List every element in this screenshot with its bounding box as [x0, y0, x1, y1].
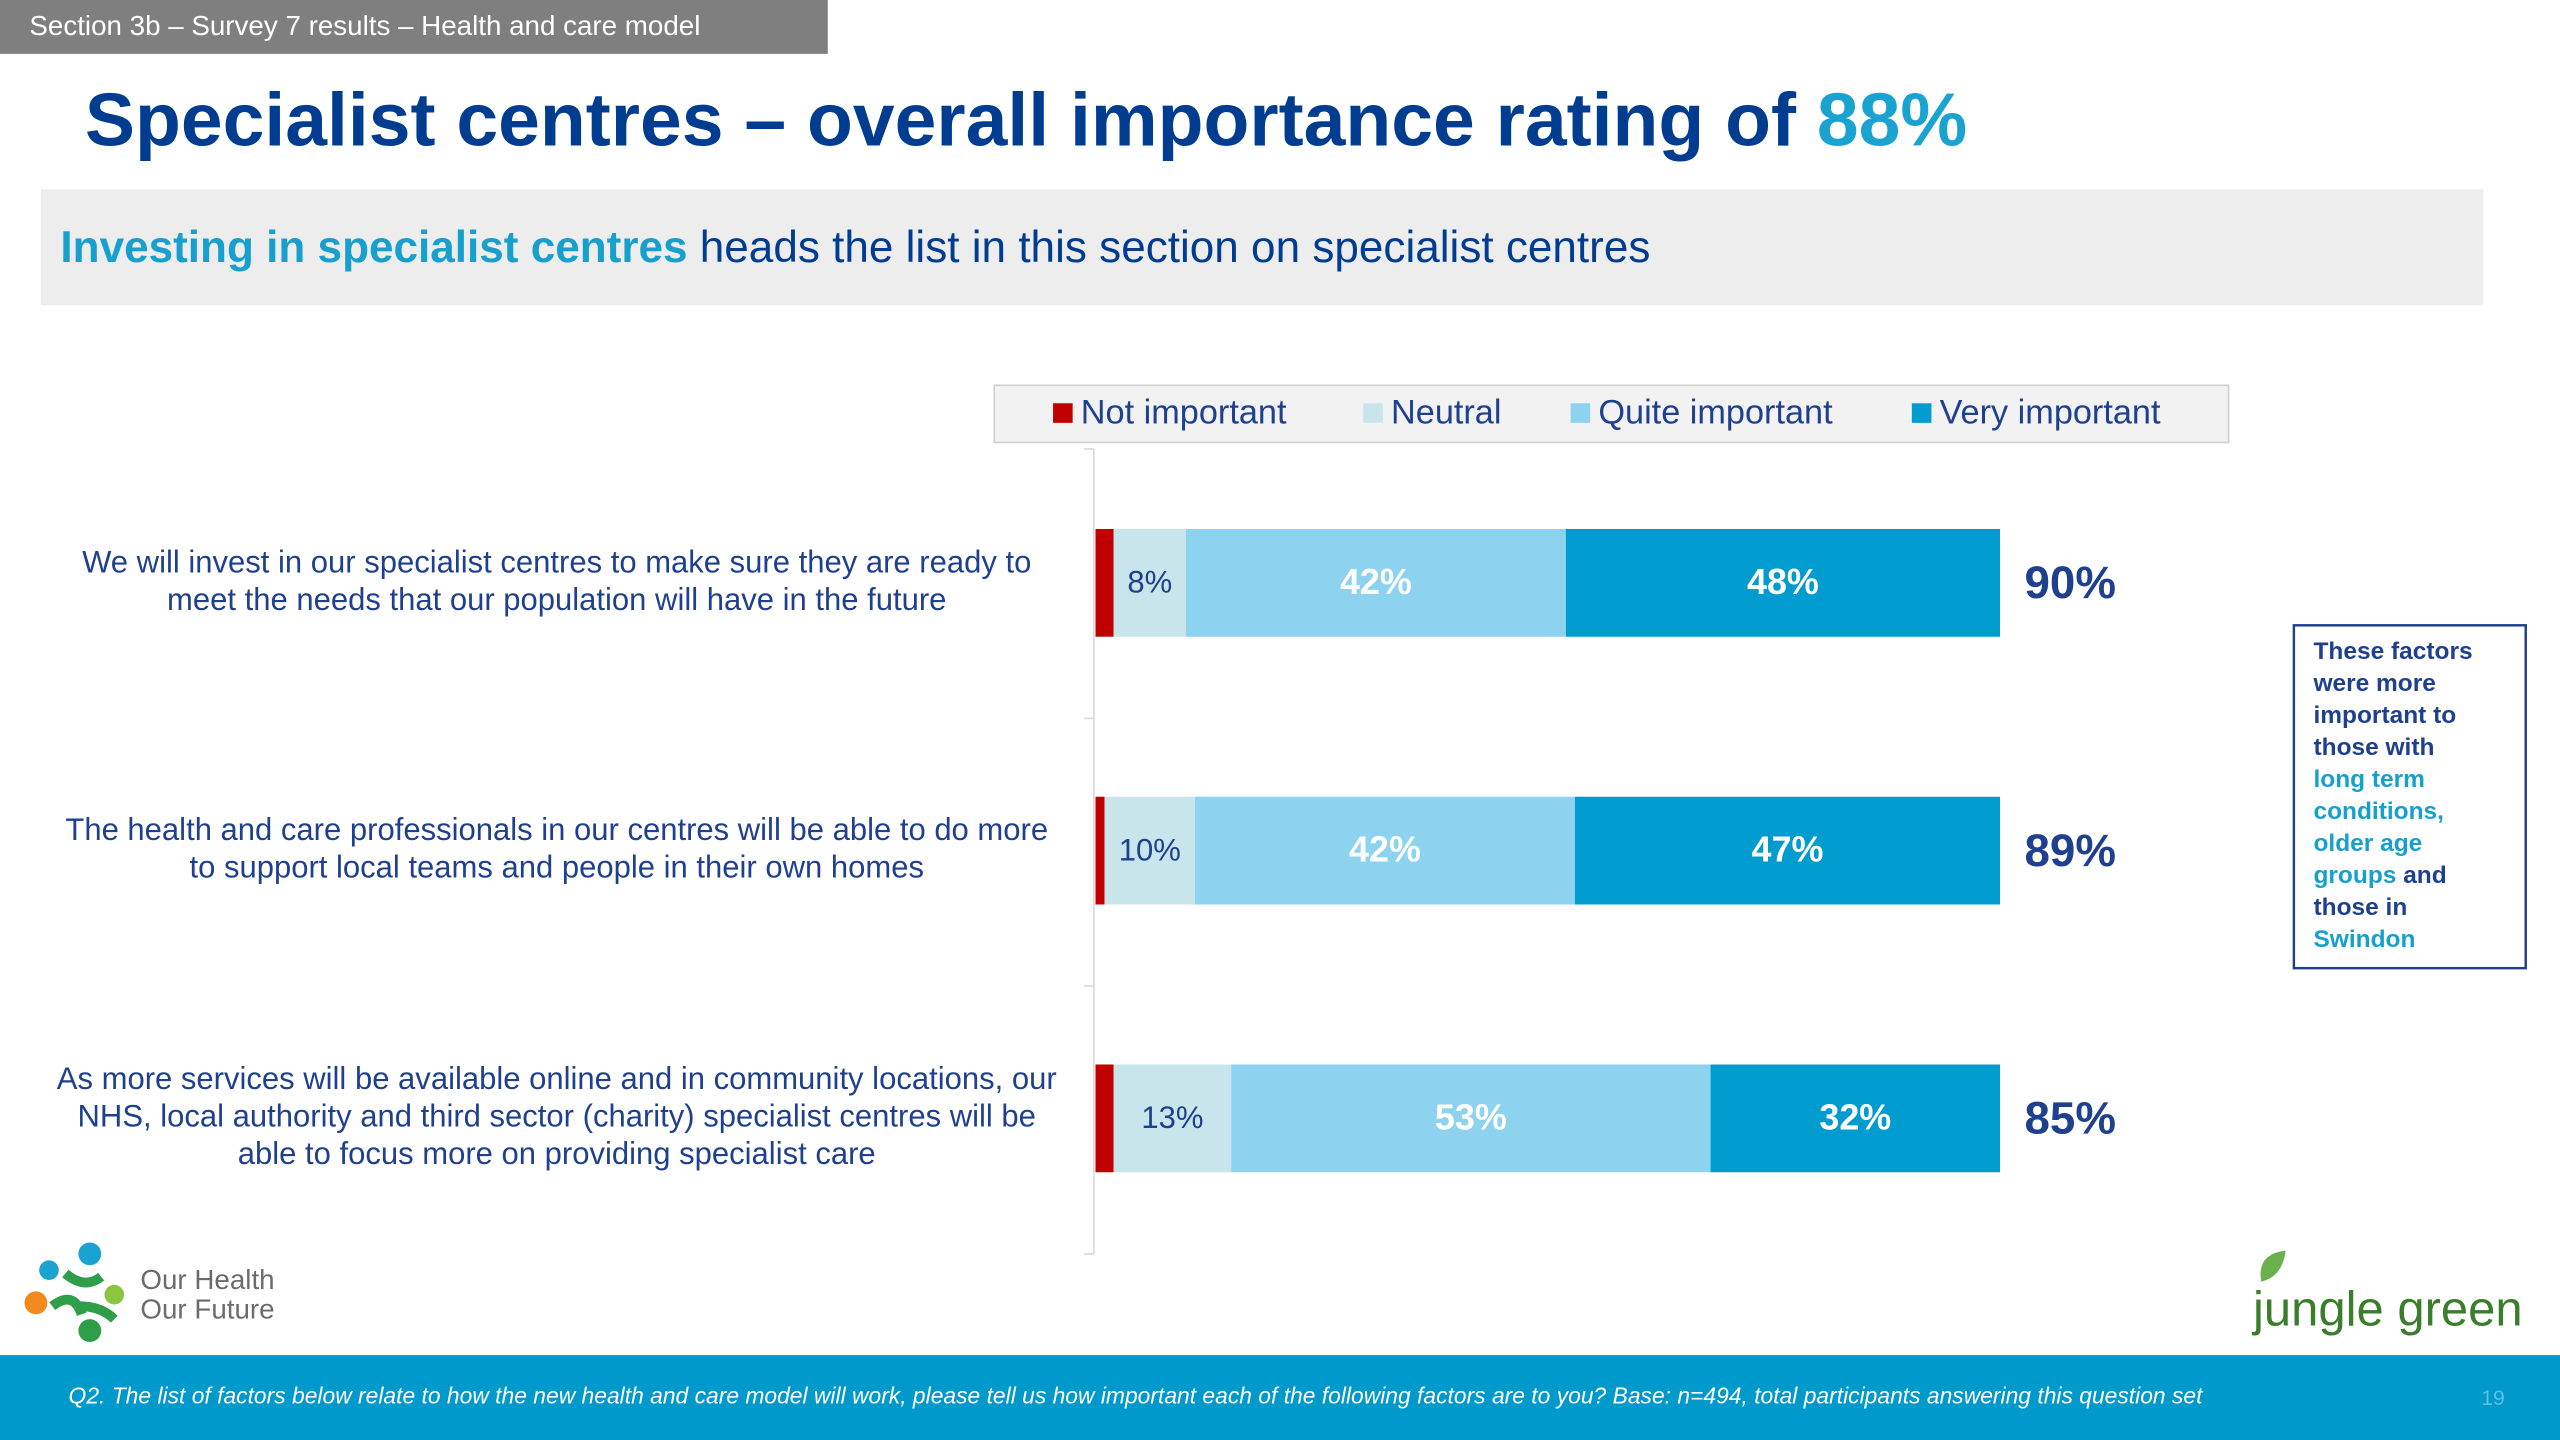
- note-line: conditions,: [2313, 799, 2444, 826]
- bar-segment: [1095, 528, 1114, 637]
- category-label: to support local teams and people in the…: [189, 850, 923, 885]
- footnote: Q2. The list of factors below relate to …: [69, 1383, 2205, 1409]
- logo-shape: [49, 1269, 118, 1323]
- subtitle-text: heads the list in this section on specia…: [700, 222, 1651, 271]
- page-number: 19: [2481, 1387, 2505, 1410]
- bar-segment: [1565, 528, 2000, 637]
- note-line: Swindon: [2313, 927, 2415, 954]
- bar-value-label: 42%: [1349, 829, 1421, 870]
- note-segment: those in: [2313, 895, 2407, 922]
- legend-swatch: [1570, 403, 1591, 423]
- note-segment: These factors: [2313, 639, 2472, 666]
- category-label: NHS, local authority and third sector (c…: [78, 1099, 1036, 1134]
- legend-swatch: [1911, 403, 1932, 423]
- bar-segment: [1113, 1064, 1232, 1173]
- legend-label: Not important: [1081, 394, 1287, 432]
- total-label: 85%: [2024, 1093, 2115, 1144]
- title: Specialist centres – overall importance …: [85, 78, 1967, 162]
- logo-dot: [78, 1319, 102, 1343]
- logo-right: jungle green: [2251, 1283, 2523, 1337]
- logo-leaf: [2260, 1250, 2286, 1282]
- note-line: These factors: [2313, 639, 2472, 666]
- note-line: those with: [2313, 735, 2434, 762]
- logo-dot: [39, 1260, 59, 1280]
- category-label: meet the needs that our population will …: [167, 582, 946, 617]
- note-segment: conditions,: [2313, 799, 2444, 826]
- section-tag: Section 3b – Survey 7 results – Health a…: [29, 10, 700, 41]
- note-segment: Swindon: [2313, 927, 2415, 954]
- note-box: [2292, 624, 2527, 970]
- title-text: Specialist centres – overall importance …: [85, 78, 1797, 162]
- bar-value-label: 53%: [1435, 1096, 1507, 1137]
- bar-segment: [1195, 796, 1575, 905]
- bar-value-label: 10%: [1119, 832, 1181, 867]
- subtitle-highlight: Investing in specialist centres: [60, 222, 687, 271]
- subtitle-bg: [40, 189, 2484, 306]
- subtitle: Investing in specialist centres heads th…: [60, 222, 1650, 271]
- note-segment: those with: [2313, 735, 2434, 762]
- legend-label: Very important: [1940, 394, 2161, 432]
- legend-label: Quite important: [1598, 394, 1833, 432]
- note-segment: groups: [2313, 863, 2396, 890]
- note-line: important to: [2313, 703, 2456, 730]
- note-line: groups and: [2313, 863, 2446, 890]
- category-label: As more services will be available onlin…: [57, 1061, 1057, 1096]
- note-line: those in: [2313, 895, 2407, 922]
- note-line: were more: [2312, 671, 2435, 698]
- legend-swatch: [1363, 403, 1383, 423]
- logo-text: Our Future: [140, 1293, 274, 1324]
- bar-segment: [1574, 796, 2000, 905]
- note-segment: were more: [2312, 671, 2435, 698]
- bar-segment: [1185, 528, 1566, 637]
- note-line: older age: [2313, 831, 2422, 858]
- note-line: long term: [2313, 767, 2424, 794]
- note-segment: older age: [2313, 831, 2422, 858]
- footer-bar: [0, 1355, 2560, 1440]
- logo-left: [24, 1242, 125, 1343]
- note-segment: important to: [2313, 703, 2456, 730]
- bar-value-label: 32%: [1819, 1096, 1891, 1137]
- category-label: The health and care professionals in our…: [65, 812, 1048, 847]
- logo-dot: [78, 1242, 102, 1266]
- legend-box: [993, 384, 2230, 444]
- note-segment: long term: [2313, 767, 2424, 794]
- legend-swatch: [1053, 403, 1073, 423]
- bar-value-label: 48%: [1747, 561, 1819, 602]
- note-segment: and: [2396, 863, 2446, 890]
- total-label: 89%: [2024, 825, 2115, 876]
- bar-segment: [1095, 1064, 1114, 1173]
- category-label: We will invest in our specialist centres…: [82, 544, 1031, 579]
- bar-value-label: 42%: [1340, 561, 1412, 602]
- total-label: 90%: [2024, 557, 2115, 608]
- legend-label: Neutral: [1391, 394, 1501, 432]
- logo-dot: [104, 1284, 125, 1305]
- bar-segment: [1231, 1064, 1711, 1173]
- logo-text: Our Health: [140, 1264, 274, 1295]
- category-label: able to focus more on providing speciali…: [238, 1136, 876, 1171]
- bar-segment: [1095, 796, 1105, 905]
- bar-value-label: 13%: [1141, 1100, 1203, 1135]
- bar-segment: [1710, 1064, 2000, 1173]
- title-highlight: 88%: [1817, 78, 1967, 162]
- bar-segment: [1113, 528, 1186, 637]
- bar-value-label: 8%: [1127, 565, 1172, 600]
- logo-dot: [24, 1291, 48, 1315]
- section-tag-bg: [0, 0, 828, 54]
- bar-segment: [1104, 796, 1196, 905]
- bar-value-label: 47%: [1752, 829, 1824, 870]
